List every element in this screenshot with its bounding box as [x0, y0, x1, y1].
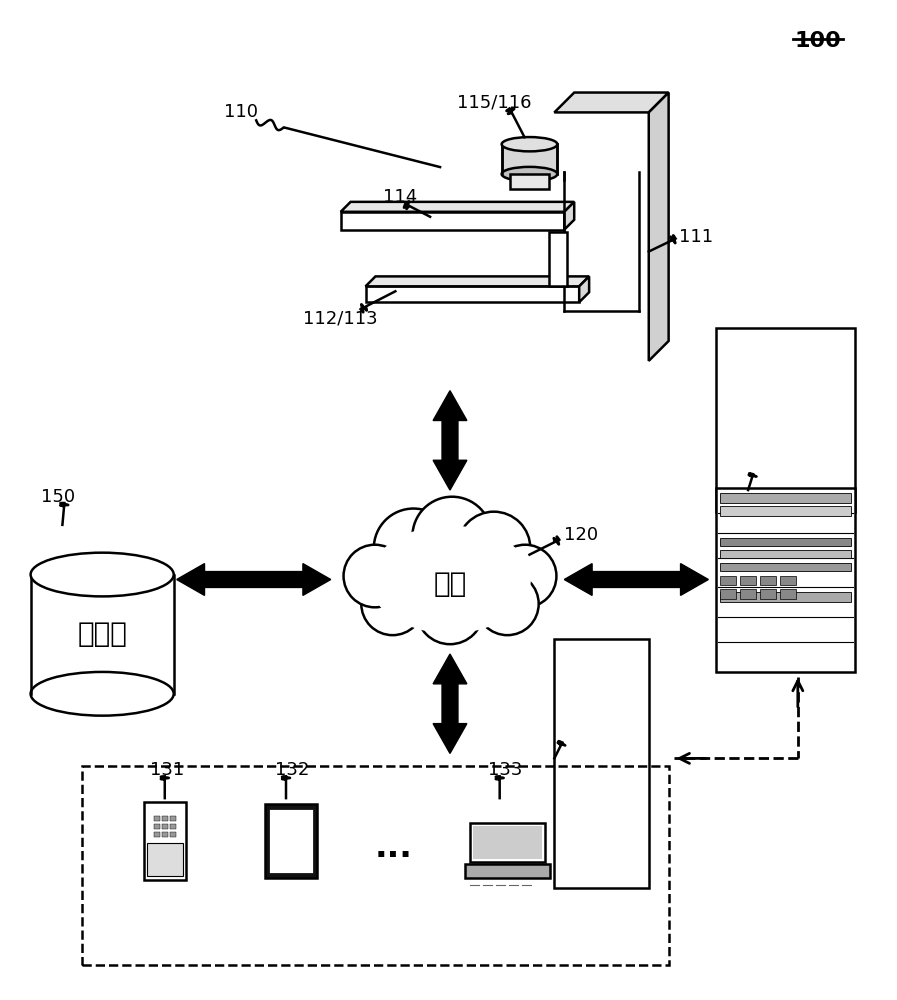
Bar — [740, 576, 756, 585]
Bar — [161, 816, 168, 821]
Circle shape — [494, 545, 556, 607]
Polygon shape — [365, 276, 589, 286]
Polygon shape — [717, 328, 856, 512]
Bar — [154, 816, 160, 821]
Circle shape — [457, 512, 530, 585]
Bar — [779, 576, 796, 585]
Bar — [720, 538, 851, 546]
Ellipse shape — [30, 553, 174, 596]
Text: 150: 150 — [40, 488, 74, 506]
Bar — [466, 864, 550, 878]
Bar — [154, 824, 160, 829]
Circle shape — [476, 573, 539, 635]
Text: 115/116: 115/116 — [457, 93, 532, 111]
Polygon shape — [509, 174, 549, 189]
Text: 131: 131 — [150, 761, 184, 779]
Polygon shape — [341, 202, 574, 212]
Circle shape — [374, 509, 453, 588]
Bar — [720, 592, 851, 602]
Bar — [144, 802, 186, 880]
Text: 132: 132 — [275, 761, 309, 779]
Text: 111: 111 — [678, 228, 713, 246]
Text: 网络: 网络 — [433, 570, 466, 598]
Bar — [720, 563, 851, 571]
Bar — [170, 816, 176, 821]
Ellipse shape — [370, 526, 531, 633]
Bar — [720, 550, 851, 558]
Polygon shape — [433, 654, 466, 753]
Bar — [779, 589, 796, 599]
Text: 110: 110 — [224, 103, 258, 121]
Ellipse shape — [501, 167, 557, 181]
Polygon shape — [554, 93, 668, 112]
Polygon shape — [341, 212, 564, 230]
Bar — [760, 589, 776, 599]
Text: 112/113: 112/113 — [303, 309, 378, 327]
Polygon shape — [433, 391, 466, 490]
Bar — [470, 823, 544, 862]
Ellipse shape — [30, 672, 174, 716]
Bar — [154, 832, 160, 837]
Text: 存储器: 存储器 — [77, 620, 127, 648]
Circle shape — [361, 573, 424, 635]
Polygon shape — [549, 232, 567, 286]
Bar — [717, 488, 856, 672]
Circle shape — [413, 497, 492, 576]
Polygon shape — [365, 286, 579, 302]
Bar — [170, 824, 176, 829]
Bar — [740, 589, 756, 599]
Bar — [266, 804, 317, 878]
Text: 120: 120 — [564, 526, 598, 544]
Polygon shape — [579, 276, 589, 302]
Text: 130: 130 — [570, 728, 604, 746]
Bar — [720, 493, 851, 503]
Bar — [474, 826, 542, 859]
Text: 114: 114 — [383, 188, 417, 206]
Polygon shape — [30, 575, 174, 694]
Bar — [170, 832, 176, 837]
Bar — [83, 766, 668, 965]
Bar — [720, 589, 736, 599]
Text: ...: ... — [374, 831, 413, 864]
Ellipse shape — [345, 510, 554, 649]
Bar — [147, 843, 183, 876]
Bar — [720, 576, 736, 585]
Polygon shape — [554, 639, 649, 888]
Text: 140: 140 — [743, 459, 778, 477]
Bar — [760, 576, 776, 585]
Polygon shape — [564, 202, 574, 230]
Text: 133: 133 — [488, 761, 522, 779]
Polygon shape — [564, 564, 709, 595]
Bar — [269, 809, 313, 873]
Circle shape — [344, 545, 406, 607]
Ellipse shape — [501, 137, 557, 151]
Bar — [161, 824, 168, 829]
Polygon shape — [649, 93, 668, 361]
Polygon shape — [501, 144, 557, 174]
Circle shape — [416, 577, 483, 644]
Bar — [161, 832, 168, 837]
Text: 100: 100 — [795, 31, 841, 51]
Bar — [720, 506, 851, 516]
Polygon shape — [177, 564, 331, 595]
